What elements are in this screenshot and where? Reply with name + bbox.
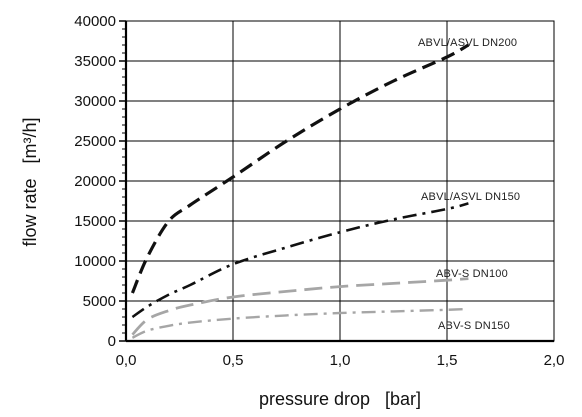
- series-line-3: [131, 277, 469, 336]
- series-label-1: ABVL/ASVL DN200: [418, 37, 517, 49]
- y-tick-label: 10000: [74, 253, 116, 270]
- y-tick-label: 40000: [74, 13, 116, 30]
- x-tick-label: 1,0: [330, 352, 351, 369]
- x-axis-title: pressure drop [bar]: [259, 389, 421, 409]
- grid: [125, 20, 555, 342]
- minor-ticks: [119, 20, 126, 342]
- x-tick-label: 0,5: [223, 352, 244, 369]
- series-labels: ABVL/ASVL DN200 ABVL/ASVL DN150 ABV-S DN10…: [418, 37, 520, 332]
- series-label-2: ABVL/ASVL DN150: [421, 191, 520, 203]
- x-tick-label: 0,0: [116, 352, 137, 369]
- y-tick-label: 25000: [74, 133, 116, 150]
- x-tick-label: 2,0: [544, 352, 565, 369]
- series-label-4: ABV-S DN150: [438, 320, 510, 332]
- series-label-3: ABV-S DN100: [436, 268, 508, 280]
- series-line-1: [130, 43, 470, 294]
- y-tick-label: 30000: [74, 93, 116, 110]
- y-tick-label: 15000: [74, 213, 116, 230]
- series-line-2: [131, 202, 469, 319]
- y-tick-label: 20000: [74, 173, 116, 190]
- y-tick-label: 35000: [74, 53, 116, 70]
- plot-frame: [124, 20, 555, 343]
- series-group: [130, 43, 470, 339]
- tick-labels: 0 5000 10000 15000 20000 25000 30000 35000 40000…: [74, 13, 564, 369]
- x-tick-label: 1,5: [437, 352, 458, 369]
- y-tick-label: 0: [108, 333, 116, 350]
- y-tick-label: 5000: [83, 293, 116, 310]
- series-line-4: [131, 307, 469, 339]
- y-axis-title: flow rate [m³/h]: [20, 117, 40, 246]
